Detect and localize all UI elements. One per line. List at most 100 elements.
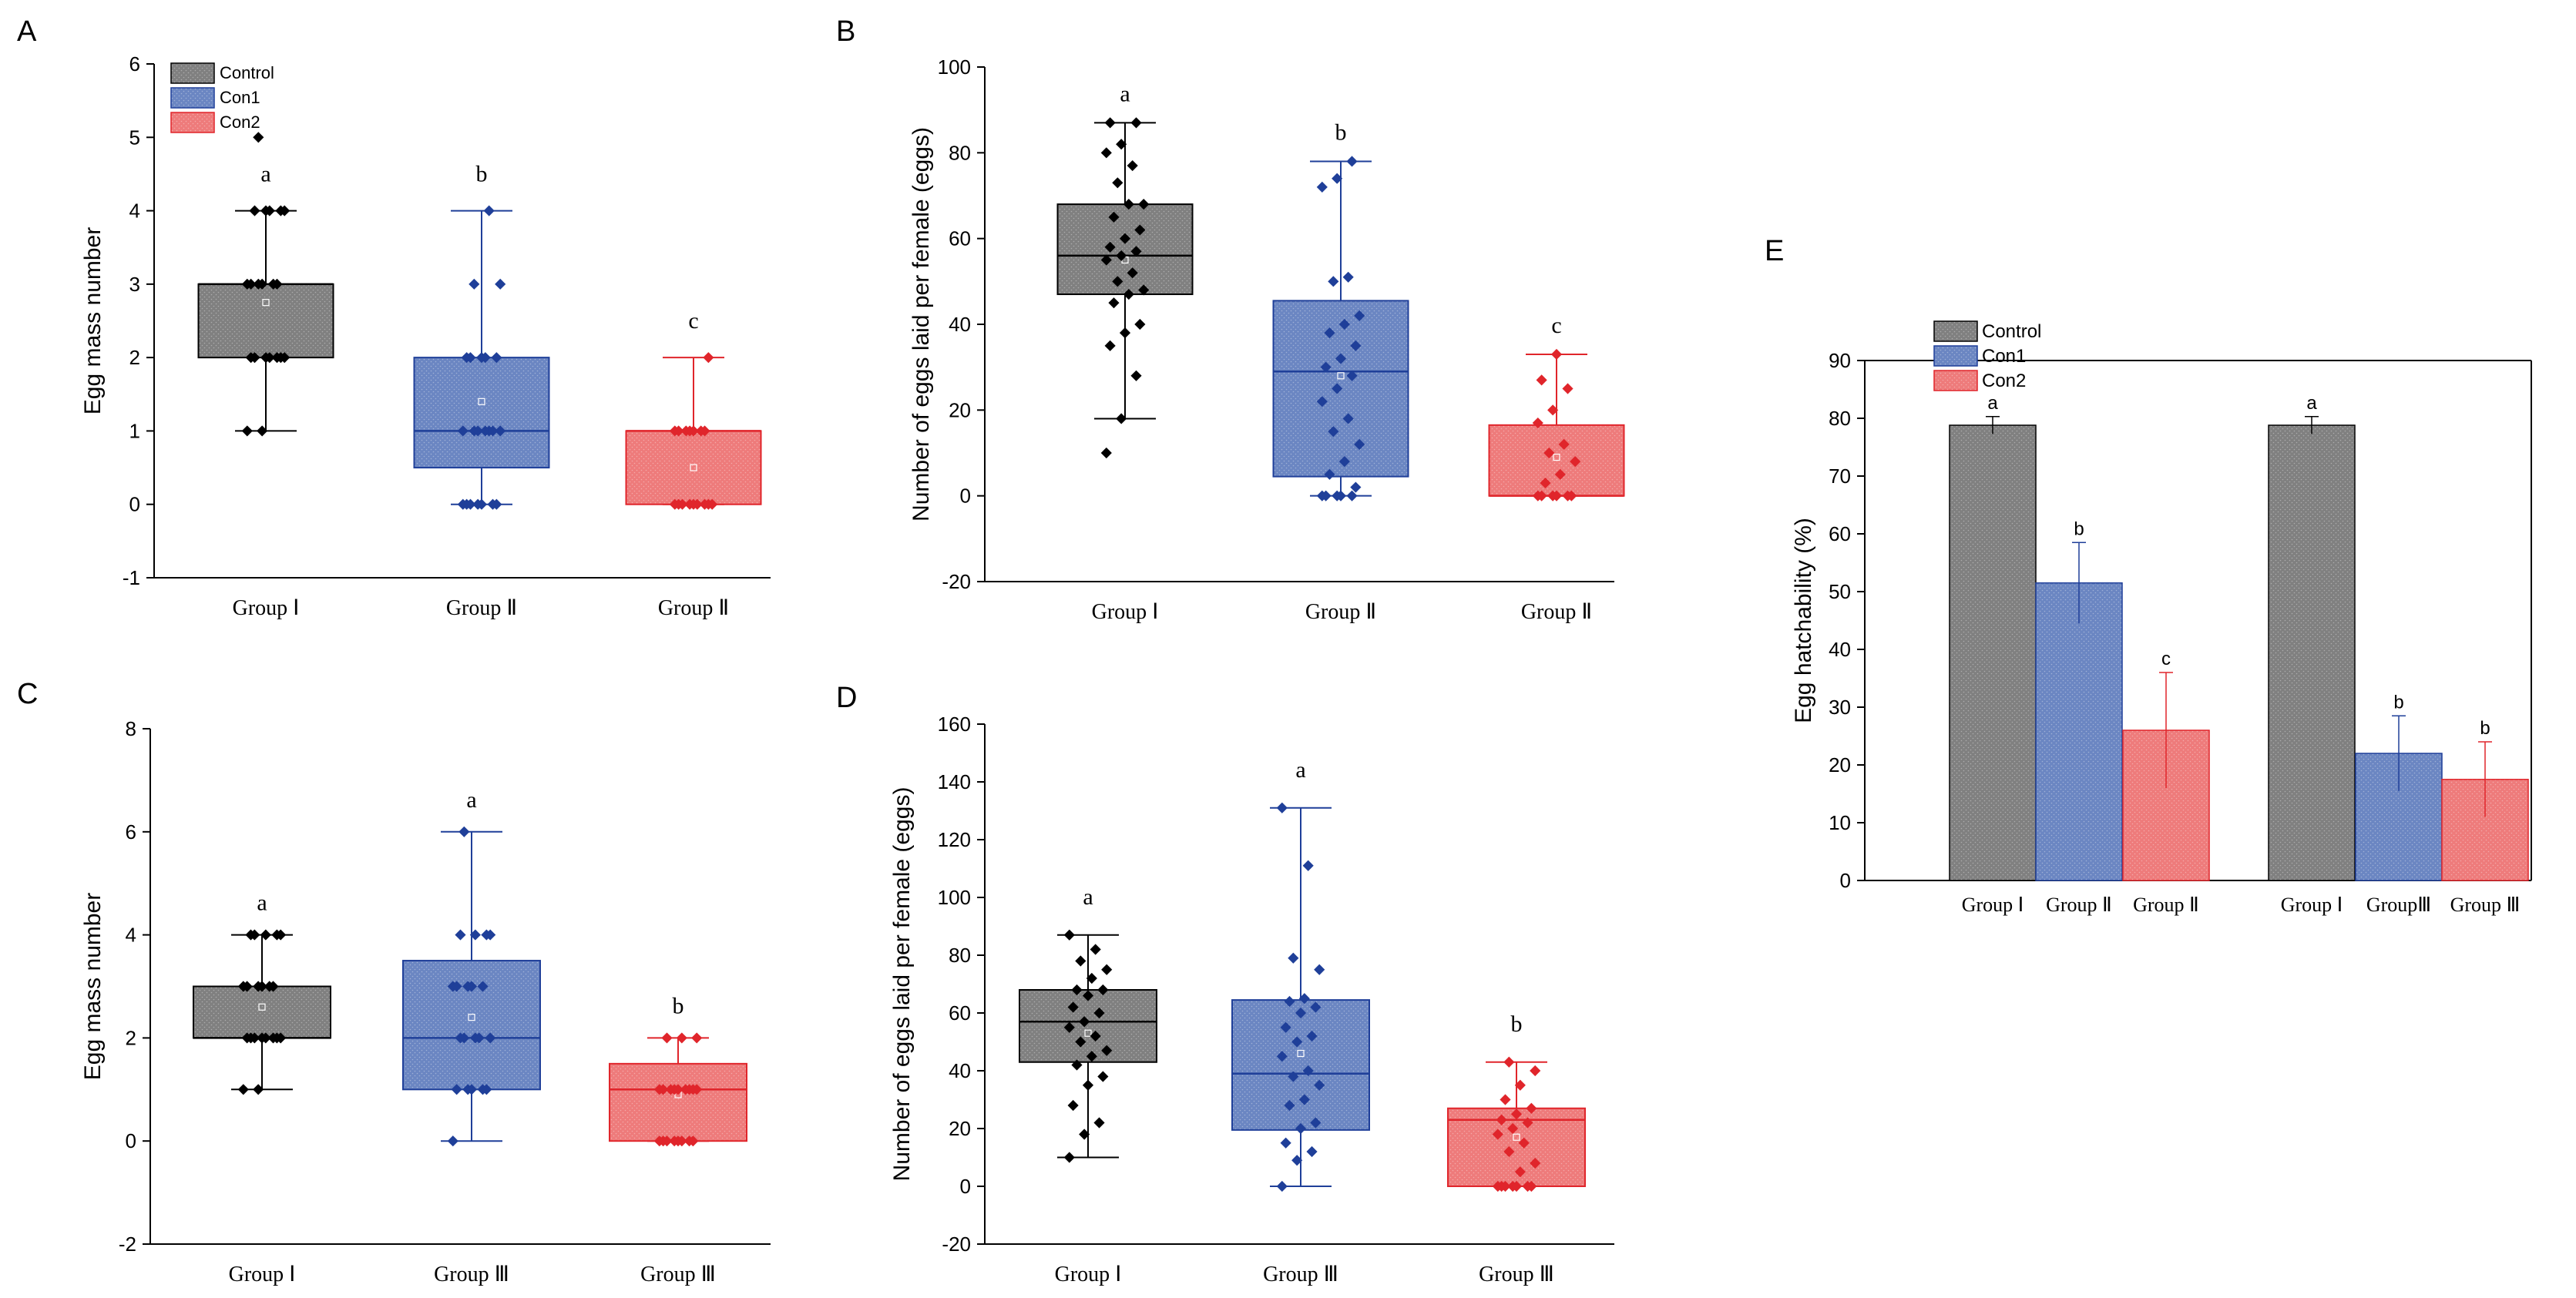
panel-a-y-tick-label: 2 (129, 346, 140, 369)
panel-e-significance-letter: b (2393, 692, 2403, 713)
panel-d-data-point (1306, 1030, 1318, 1042)
panel-a-significance-letter: c (688, 308, 698, 334)
panel-b-data-point (1532, 417, 1543, 429)
panel-b-data-point (1332, 383, 1343, 394)
panel-a-box-control (197, 283, 334, 359)
panel-b-data-point (1119, 327, 1131, 339)
panel-e-x-tick-label: Group Ⅱ (2133, 894, 2199, 916)
panel-b-box-control (1056, 203, 1194, 296)
panel-c-data-point (260, 1032, 271, 1044)
panel-b-data-point (1536, 490, 1547, 501)
panel-d-data-point (1291, 1036, 1303, 1048)
panel-b-data-point (1550, 490, 1563, 501)
panel-e-significance-letter: a (1987, 393, 1998, 414)
panel-d-data-point (1298, 993, 1310, 1005)
panel-b-data-point (1354, 310, 1365, 321)
panel-a-data-point (271, 278, 283, 290)
panel-a-x-tick-label: Group Ⅱ (658, 596, 729, 620)
panel-e-legend-swatch-con2 (1933, 370, 1978, 391)
panel-d-data-point (1530, 1157, 1541, 1169)
panel-d-data-point (1314, 964, 1325, 975)
panel-c-y-tick-label: 6 (126, 820, 136, 844)
panel-letter-c: C (17, 678, 39, 710)
panel-d-data-point (1510, 1180, 1523, 1192)
panel-c-data-point (260, 929, 271, 941)
panel-b-y-tick-label: 40 (949, 313, 971, 336)
panel-c-data-point (676, 1135, 687, 1147)
panel-a-mean-marker (478, 397, 485, 405)
panel-e-significance-letter: b (2480, 718, 2490, 739)
panel-d-y-tick-label: 160 (938, 713, 971, 736)
panel-b-data-point (1342, 413, 1354, 424)
panel-b-data-point (1130, 370, 1142, 381)
panel-e-legend-label: Con1 (1982, 346, 2026, 367)
panel-b-data-point (1543, 447, 1555, 459)
panel-d-data-point (1518, 1137, 1530, 1149)
panel-a-data-point (264, 205, 275, 216)
panel-letter-b: B (836, 15, 856, 48)
panel-a-box-con2 (625, 430, 762, 505)
panel-c-data-point (657, 1084, 669, 1095)
panel-a-data-point (677, 498, 688, 510)
panel-d-significance-letter: a (1083, 884, 1093, 910)
panel-d-data-point (1090, 1030, 1101, 1042)
panel-d-data-point (1522, 1117, 1533, 1129)
panel-d-x-tick-label: Group Ⅲ (1479, 1263, 1554, 1286)
panel-c-x-tick-label: Group Ⅲ (434, 1263, 509, 1286)
panel-c-data-point (661, 1135, 673, 1147)
panel-a-mean-marker (690, 464, 697, 471)
panel-d-data-point (1276, 802, 1288, 813)
panel-c-data-point (473, 1032, 485, 1044)
panel-a-y-tick-label: 0 (129, 493, 140, 516)
panel-b-data-point (1324, 468, 1335, 480)
panel-d-y-tick-label: 80 (949, 944, 971, 967)
panel-d-data-point (1071, 984, 1083, 996)
panel-e-x-tick-label: Group Ⅰ (2281, 894, 2343, 916)
panel-a-data-point (673, 425, 684, 437)
panel-c-data-point (672, 1084, 684, 1095)
panel-b-y-tick-label: 80 (949, 141, 971, 164)
panel-a-y-tick-label: 5 (129, 126, 140, 149)
panel-a-data-point (245, 278, 257, 290)
panel-c-data-point (676, 1032, 687, 1044)
panel-b-data-point (1346, 370, 1358, 381)
panel-d-data-point (1310, 1001, 1322, 1013)
panel-a-y-tick-label: 3 (129, 273, 140, 296)
panel-a-data-point (707, 498, 718, 510)
panel-d-y-axis-label: Number of eggs laid per female (eggs) (889, 787, 915, 1182)
panel-c-data-point (249, 1032, 260, 1044)
panel-e-significance-letter: a (2306, 393, 2317, 414)
panel-d-data-point (1075, 1036, 1086, 1048)
panel-a-y-axis-label: Egg mass number (80, 227, 106, 414)
panel-d-significance-letter: b (1511, 1011, 1523, 1037)
panel-b-data-point (1346, 156, 1358, 167)
panel-a-legend-label: Control (220, 63, 274, 82)
panel-a-y-tick-label: 1 (129, 419, 140, 442)
panel-b-data-point (1338, 318, 1350, 330)
panel-d-data-point (1288, 1071, 1299, 1082)
panel-c-data-point (481, 1084, 492, 1095)
panel-c-data-point (253, 1084, 264, 1095)
panel-e-y-tick-label: 40 (1829, 638, 1851, 661)
panel-b-data-point (1100, 147, 1112, 159)
panel-c-data-point (275, 929, 287, 941)
panel-c-y-tick-label: -2 (119, 1233, 136, 1256)
panel-b-data-point (1116, 250, 1127, 262)
panel-c-data-point (241, 981, 253, 992)
panel-c-data-point (485, 1032, 496, 1044)
panel-b-data-point (1335, 353, 1347, 364)
panel-d-data-point (1284, 995, 1295, 1008)
panel-c-data-point (447, 1135, 458, 1147)
panel-a-data-point (495, 278, 506, 290)
panel-e-x-tick-label: Group Ⅱ (2046, 894, 2112, 916)
panel-c-x-tick-label: Group Ⅲ (640, 1263, 716, 1286)
panel-e-legend-label: Con2 (1982, 371, 2026, 391)
panel-b-y-tick-label: 60 (949, 227, 971, 250)
panel-c-significance-letter: a (257, 890, 267, 916)
panel-d-data-point (1075, 955, 1086, 967)
panel-c-data-point (451, 1084, 462, 1095)
panel-b-significance-letter: c (1551, 313, 1561, 338)
panel-c-data-point (687, 1084, 699, 1095)
panel-b-data-point (1320, 490, 1332, 501)
